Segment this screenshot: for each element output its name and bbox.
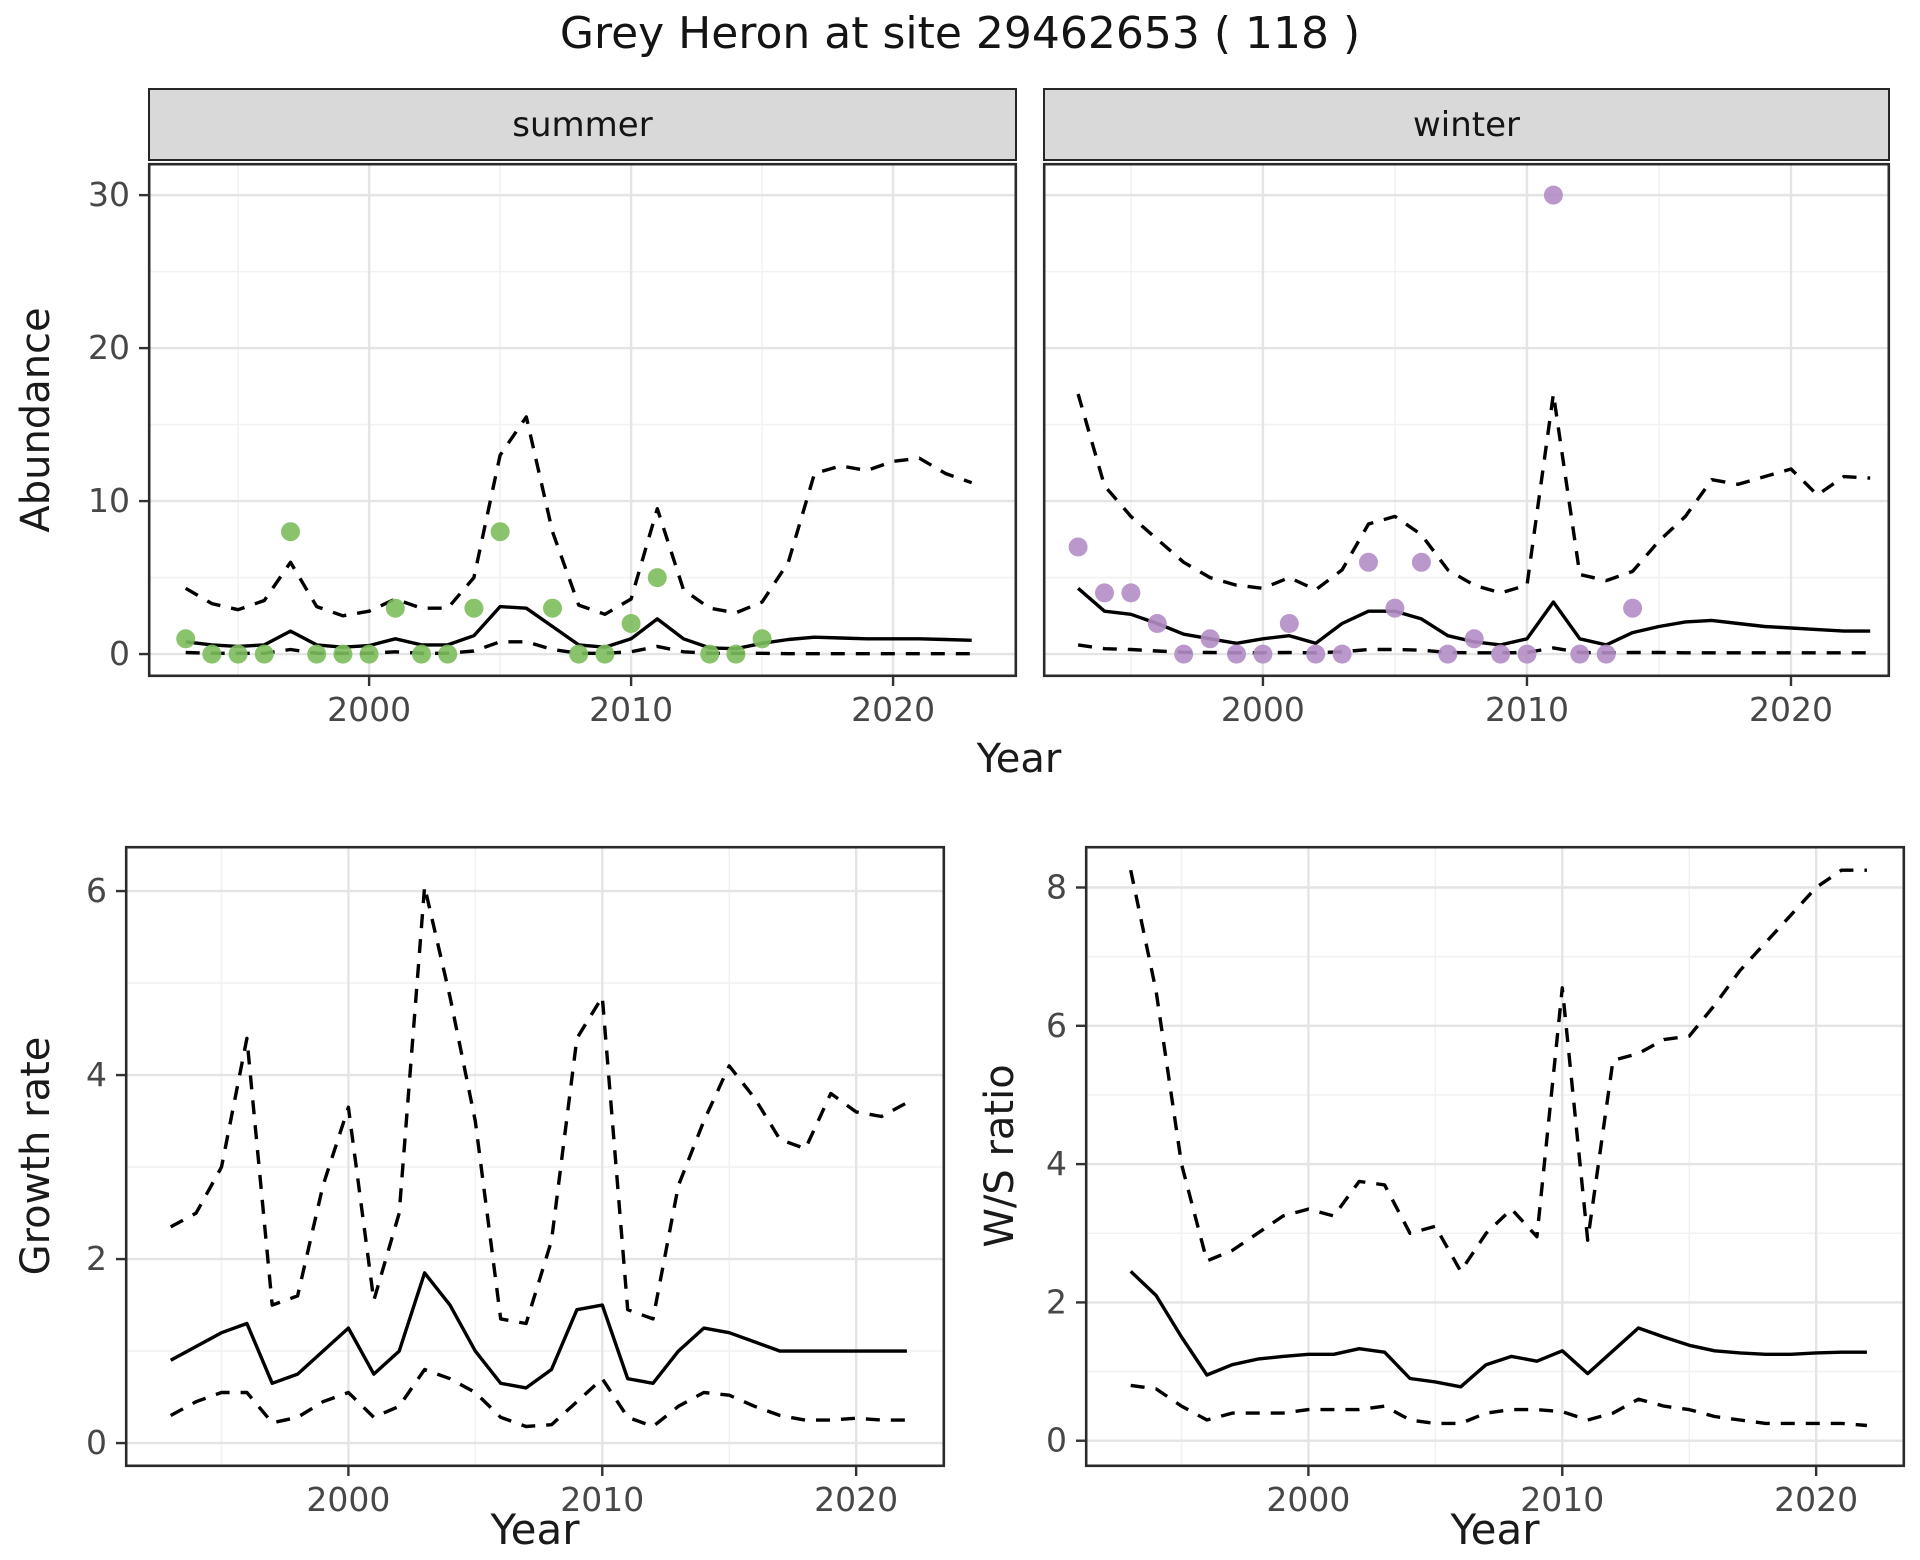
winter-data-point (1279, 614, 1299, 633)
winter-data-point (1596, 644, 1616, 664)
growth-y-tick-label: 2 (86, 1239, 107, 1278)
summer-data-point (254, 644, 274, 664)
summer-data-point (490, 522, 510, 542)
summer-x-tick-label: 2010 (589, 690, 673, 729)
y-axis-title-growth-rate: Growth rate (13, 1036, 59, 1276)
summer-data-point (726, 644, 746, 664)
summer-data-point (333, 644, 353, 664)
x-axis-title-year-ws: Year (1450, 1505, 1540, 1554)
winter-data-point (1068, 537, 1088, 557)
ws-lower95-line (1130, 1383, 1868, 1428)
summer-data-point (647, 568, 667, 588)
summer-data-point (176, 629, 196, 649)
facet-strip-summer: summer (148, 88, 1017, 161)
winter-data-point (1174, 644, 1194, 664)
winter-data-point (1147, 614, 1167, 633)
summer-panel: 2000 2010 2020 0 10 20 30 (88, 162, 1018, 729)
summer-data-point (228, 644, 248, 664)
y-axis-title-abundance: Abundance (13, 307, 59, 533)
winter-data-point (1517, 644, 1537, 664)
growth-upper95-line (169, 884, 908, 1326)
facet-strip-summer-label: summer (512, 104, 653, 145)
summer-data-point (569, 644, 589, 664)
summer-data-point (307, 644, 327, 664)
y-axis-title-ws-ratio: W/S ratio (977, 1064, 1023, 1248)
winter-x-tick-label: 2000 (1221, 690, 1305, 729)
ws-x-tick-label: 2020 (1774, 1480, 1858, 1519)
summer-data-point (752, 629, 772, 649)
summer-data-point (700, 644, 720, 664)
summer-data-point (412, 644, 431, 664)
facet-strip-winter: winter (1043, 88, 1890, 161)
ws-x-tick-label: 2010 (1520, 1480, 1604, 1519)
summer-y-tick-label: 0 (109, 634, 130, 673)
winter-lower95-line (1077, 643, 1871, 655)
summer-x-tick-label: 2000 (327, 690, 411, 729)
winter-data-point (1227, 644, 1246, 664)
chart-title: Grey Heron at site 29462653 ( 118 ) (559, 8, 1361, 59)
winter-data-point (1570, 644, 1590, 664)
winter-data-point (1121, 583, 1141, 603)
summer-data-point (385, 598, 405, 618)
growth-y-tick-label: 0 (86, 1423, 107, 1462)
winter-x-tick-label: 2020 (1749, 690, 1833, 729)
growth-median-line (169, 1271, 907, 1390)
ws-panel: 2000 2010 2020 0 2 4 6 8 (1046, 845, 1906, 1519)
winter-data-point (1385, 598, 1405, 618)
summer-upper95-line (184, 415, 973, 618)
summer-x-tick-label: 2020 (851, 690, 935, 729)
summer-data-point (543, 598, 562, 618)
summer-data-point (438, 644, 458, 664)
winter-data-point (1359, 552, 1378, 572)
winter-data-point (1306, 644, 1326, 664)
summer-data-point (281, 522, 300, 542)
growth-y-tick-label: 6 (86, 871, 107, 910)
winter-panel: 2000 2010 2020 (1042, 162, 1891, 729)
winter-data-point (1095, 583, 1114, 603)
summer-data-point (359, 644, 379, 664)
ws-y-tick-label: 2 (1046, 1282, 1067, 1321)
winter-data-point (1623, 598, 1643, 618)
winter-data-point (1253, 644, 1273, 664)
winter-data-point (1543, 185, 1563, 205)
x-axis-title-year-growth: Year (490, 1505, 580, 1554)
ws-y-tick-label: 0 (1046, 1421, 1067, 1460)
ws-y-tick-label: 8 (1046, 868, 1067, 907)
winter-data-point (1491, 644, 1511, 664)
winter-data-point (1332, 644, 1352, 664)
summer-data-point (621, 614, 641, 633)
ws-median-line (1129, 1270, 1867, 1389)
x-axis-title-year-top: Year (976, 736, 1062, 782)
summer-y-tick-label: 30 (88, 175, 130, 214)
summer-data-point (202, 644, 222, 664)
summer-y-tick-label: 10 (88, 481, 130, 520)
winter-data-point (1464, 629, 1484, 649)
facet-strip-winter-label: winter (1412, 104, 1521, 145)
ws-y-tick-label: 4 (1046, 1144, 1067, 1183)
growth-panel: 2000 2010 2020 0 2 4 6 (86, 845, 946, 1519)
winter-data-point (1200, 629, 1220, 649)
summer-data-point (595, 644, 615, 664)
winter-data-point (1411, 552, 1431, 572)
summer-y-tick-label: 20 (88, 328, 130, 367)
ws-x-tick-label: 2000 (1266, 1480, 1350, 1519)
winter-upper95-line (1076, 392, 1871, 595)
ws-upper95-line (1129, 868, 1867, 1273)
ws-y-tick-label: 6 (1046, 1006, 1067, 1045)
winter-x-tick-label: 2010 (1485, 690, 1569, 729)
growth-x-tick-label: 2000 (306, 1480, 390, 1519)
summer-data-point (464, 598, 484, 618)
growth-y-tick-label: 4 (86, 1055, 107, 1094)
growth-x-tick-label: 2020 (814, 1480, 898, 1519)
winter-data-point (1438, 644, 1458, 664)
growth-x-tick-label: 2010 (560, 1480, 644, 1519)
